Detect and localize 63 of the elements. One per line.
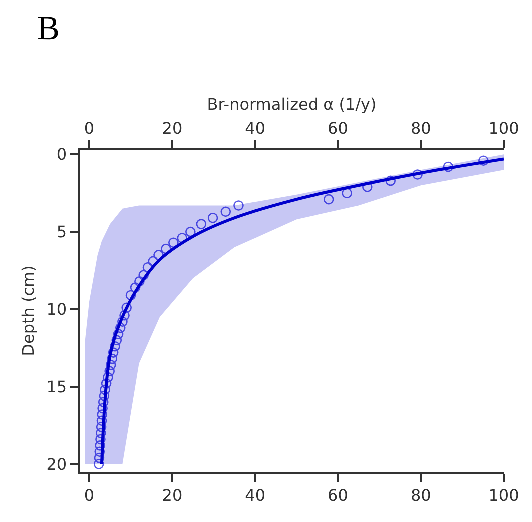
point	[94, 459, 104, 470]
point	[208, 212, 218, 224]
point	[234, 200, 244, 211]
point	[94, 452, 105, 464]
point	[96, 416, 108, 426]
point	[112, 335, 122, 346]
x2-tick-label: 0	[84, 486, 95, 505]
point	[98, 397, 109, 408]
y-tick-label: 20	[46, 454, 68, 474]
point	[118, 316, 128, 327]
x2-axis-title: Br-normalized α (1/y)	[207, 95, 377, 114]
x-tick-label: 60	[328, 118, 348, 138]
x2-tick-label: 100	[488, 486, 520, 505]
point	[99, 390, 110, 402]
point	[113, 329, 124, 340]
point	[96, 428, 106, 438]
y-tick-label: 10	[46, 300, 68, 320]
point	[186, 226, 196, 238]
point	[97, 410, 108, 420]
x2-tick-label: 80	[410, 486, 432, 505]
point	[101, 378, 112, 389]
y-tick-label: 0	[56, 145, 68, 164]
point	[324, 194, 334, 205]
x-tick-label: 20	[162, 118, 183, 138]
point	[196, 219, 207, 230]
x2-tick-label: 40	[245, 486, 266, 505]
point	[98, 403, 108, 414]
point	[103, 372, 114, 383]
point	[110, 341, 120, 352]
point	[342, 188, 352, 198]
point	[106, 360, 116, 370]
point	[94, 446, 106, 458]
point	[220, 206, 232, 218]
point	[108, 348, 119, 358]
x-tick-label: 0	[84, 118, 95, 138]
point	[478, 156, 489, 166]
point	[104, 366, 115, 377]
point	[100, 384, 110, 396]
point	[443, 162, 454, 172]
point	[107, 354, 118, 364]
x2-tick-label: 20	[162, 486, 183, 505]
point	[96, 422, 107, 432]
x-tick-label: 80	[410, 118, 432, 138]
y-axis-title: Depth (cm)	[19, 266, 38, 356]
point	[386, 176, 396, 186]
point	[126, 290, 136, 301]
y-tick-label: 15	[46, 377, 68, 396]
point	[120, 310, 130, 321]
point	[138, 270, 149, 281]
chart-title: B	[37, 10, 60, 48]
y-tick-label: 5	[56, 222, 68, 242]
point	[168, 238, 179, 248]
point	[362, 182, 373, 192]
point	[96, 434, 106, 445]
point	[412, 170, 423, 180]
point	[130, 282, 141, 293]
point	[115, 322, 126, 334]
x-tick-label: 40	[245, 118, 266, 138]
x-tick-label: 100	[488, 118, 520, 138]
point	[95, 440, 106, 451]
point	[122, 302, 132, 314]
point	[134, 276, 145, 287]
x2-tick-label: 60	[328, 486, 348, 505]
